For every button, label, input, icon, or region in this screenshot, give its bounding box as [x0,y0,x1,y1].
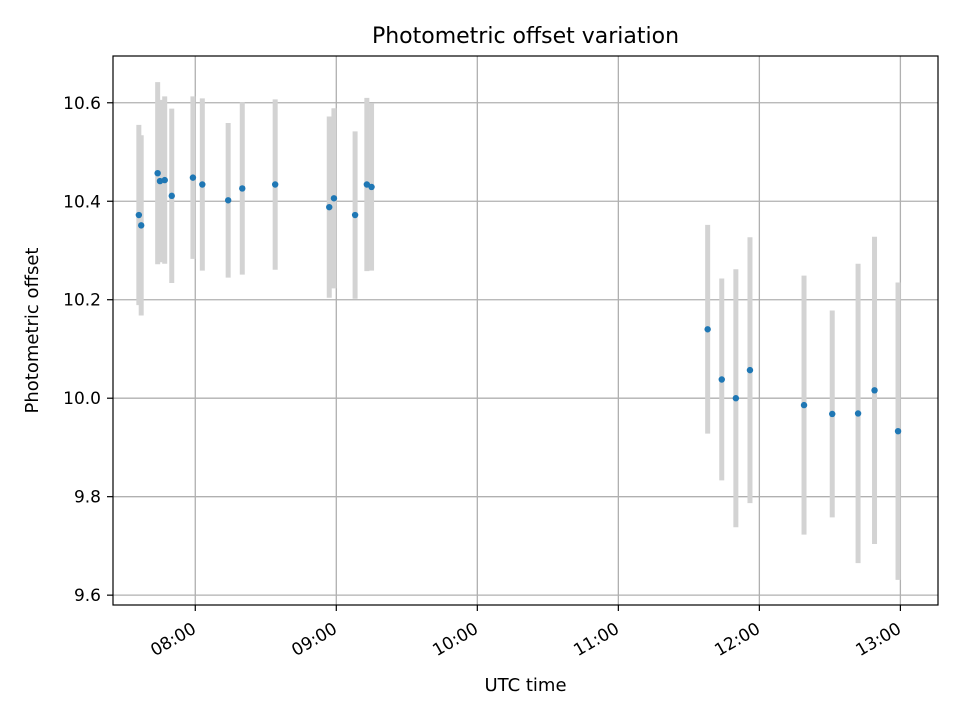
data-point [718,376,725,383]
data-point [330,195,338,202]
data-point [326,203,333,211]
x-tick-label: 12:00 [711,619,763,661]
data-point [368,183,375,191]
data-point [363,181,371,188]
data-point [854,410,862,417]
x-axis-label: UTC time [484,675,566,696]
grid [113,56,938,605]
data-point [161,176,168,184]
y-tick-label: 10.0 [63,389,101,409]
data-point [800,401,808,409]
error-bars [136,82,901,580]
data-point [168,192,175,200]
data-point [746,366,754,374]
y-tick-label: 10.4 [63,192,101,212]
data-point [138,222,145,229]
y-axis-label: Photometric offset [22,248,43,414]
x-tick-label: 13:00 [852,619,904,661]
data-points [135,169,902,435]
data-point [732,395,740,402]
x-tick-label: 11:00 [570,619,622,661]
y-tick-label: 9.6 [74,586,101,606]
data-point [199,181,206,188]
data-point [239,185,246,192]
data-point [154,169,161,177]
data-point [704,326,711,333]
y-tick-label: 10.6 [63,94,101,114]
y-tick-label: 10.2 [63,291,101,311]
plot-frame [112,55,939,606]
chart-title: Photometric offset variation [372,24,679,49]
data-point [829,410,836,418]
y-tick-label: 9.8 [74,488,101,508]
data-point [189,174,197,181]
data-point [224,197,232,204]
data-point [894,427,902,435]
x-tick-label: 08:00 [147,619,199,661]
data-point [135,211,143,219]
data-point [351,211,359,219]
ticks: 08:00 09:00 10:00 11:00 12:00 13:00 9.6 9.8 10.0… [63,94,905,661]
x-tick-label: 09:00 [288,619,340,661]
data-point [271,181,279,188]
x-tick-label: 10:00 [429,619,481,661]
data-point [871,387,878,394]
